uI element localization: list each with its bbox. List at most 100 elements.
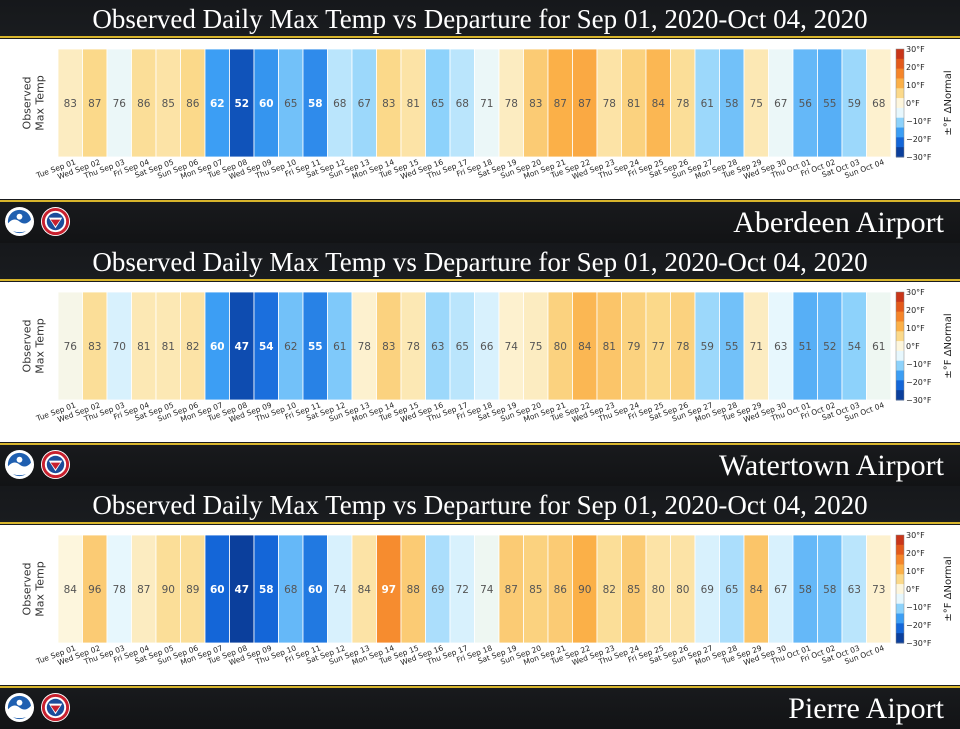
temp-cell: [743, 534, 769, 644]
colorbar-segment: [896, 147, 904, 158]
station-name: Aberdeen Airport: [733, 206, 944, 239]
temp-cell: [425, 291, 451, 401]
temperature-strip: ObservedMax Temp 76 Tue Sep 01 83 Wed Sep 02…: [0, 282, 960, 442]
temp-cell: [449, 291, 475, 401]
colorbar-segment: [896, 603, 904, 615]
colorbar-tick-label: −30°F: [906, 153, 932, 162]
colorbar-segment: [896, 623, 904, 634]
temp-cell: [57, 48, 83, 158]
colorbar-tick-label: −20°F: [906, 378, 932, 387]
temp-value-label: 96: [88, 584, 102, 596]
colorbar-tick-label: −20°F: [906, 621, 932, 630]
colorbar-tick-label: −30°F: [906, 396, 932, 405]
temp-cell: [278, 291, 304, 401]
temp-value-label: 85: [627, 584, 640, 596]
colorbar-segment: [896, 49, 904, 60]
colorbar-label: ±°F ΔNormal: [943, 313, 954, 378]
colorbar-frame: [895, 48, 905, 158]
temp-value-label: 67: [358, 98, 371, 110]
y-axis-label: ObservedMax Temp: [21, 318, 47, 374]
temp-value-label: 80: [652, 584, 665, 596]
temp-cell: [229, 291, 255, 401]
temp-cell: [327, 291, 353, 401]
temp-value-label: 72: [456, 584, 469, 596]
temp-value-label: 61: [333, 341, 346, 353]
temp-cell: [229, 48, 255, 158]
temp-cell: [792, 534, 818, 644]
temp-value-label: 89: [186, 584, 199, 596]
temp-value-label: 68: [872, 98, 885, 110]
temp-value-label: 65: [431, 98, 444, 110]
temp-value-label: 84: [358, 584, 372, 596]
temperature-strip: ObservedMax Temp 83 Tue Sep 01 87 Wed Sep 02…: [0, 39, 960, 199]
temp-value-label: 81: [627, 98, 640, 110]
temp-cell: [498, 48, 524, 158]
temp-value-label: 67: [774, 584, 787, 596]
colorbar-segment: [896, 341, 904, 352]
temp-value-label: 83: [382, 341, 395, 353]
temp-cell: [523, 48, 549, 158]
temp-value-label: 52: [234, 98, 249, 110]
temp-cell: [204, 534, 230, 644]
temp-value-label: 83: [382, 98, 395, 110]
colorbar-segment: [896, 311, 904, 322]
colorbar-segment: [896, 564, 904, 575]
colorbar-frame: [895, 534, 905, 644]
temp-cell: [376, 534, 402, 644]
temp-value-label: 75: [529, 341, 542, 353]
temp-cell: [204, 48, 230, 158]
temp-cell: [131, 534, 157, 644]
temp-cell: [57, 534, 83, 644]
temp-value-label: 62: [210, 98, 225, 110]
temp-cell: [694, 48, 720, 158]
chart-title: Observed Daily Max Temp vs Departure for…: [92, 247, 868, 277]
colorbar-segment: [896, 544, 904, 556]
temp-value-label: 90: [162, 584, 175, 596]
colorbar-tick-label: −10°F: [906, 603, 932, 612]
colorbar-tick-label: 20°F: [906, 549, 925, 558]
colorbar-segment: [896, 107, 904, 119]
noaa-logo-icon: [4, 206, 35, 237]
temp-cell: [866, 48, 892, 158]
station-name: Pierre Aiport: [788, 692, 944, 725]
temp-value-label: 75: [750, 98, 763, 110]
temp-value-label: 76: [113, 98, 127, 110]
temp-value-label: 87: [137, 584, 150, 596]
colorbar-segment: [896, 350, 904, 362]
temp-cell: [792, 48, 818, 158]
temp-value-label: 78: [113, 584, 126, 596]
temp-cell: [474, 291, 500, 401]
temp-value-label: 74: [333, 584, 347, 596]
colorbar-segment: [896, 535, 904, 546]
temp-value-label: 83: [64, 98, 77, 110]
temp-cell: [768, 534, 794, 644]
colorbar-tick-label: 0°F: [906, 99, 920, 108]
colorbar-tick-label: −30°F: [906, 639, 932, 648]
temp-value-label: 84: [578, 341, 592, 353]
temp-value-label: 58: [308, 98, 323, 110]
temp-value-label: 73: [872, 584, 885, 596]
temp-cell: [866, 291, 892, 401]
colorbar-segment: [896, 593, 904, 605]
temp-cell: [82, 291, 108, 401]
temp-cell: [817, 534, 843, 644]
temp-value-label: 47: [234, 584, 249, 596]
temp-cell: [57, 291, 83, 401]
temp-cell: [621, 291, 647, 401]
temp-cell: [596, 291, 622, 401]
colorbar-segment: [896, 613, 904, 624]
chart-title: Observed Daily Max Temp vs Departure for…: [92, 4, 868, 34]
temp-cell: [621, 534, 647, 644]
temp-value-label: 76: [64, 341, 78, 353]
temp-cell: [719, 48, 745, 158]
temp-cell: [155, 48, 181, 158]
colorbar-segment: [896, 68, 904, 79]
temp-cell: [645, 534, 671, 644]
temperature-strip: ObservedMax Temp 84 Tue Sep 01 96 Wed Sep 02…: [0, 525, 960, 685]
temp-cell: [449, 48, 475, 158]
temp-cell: [498, 291, 524, 401]
temp-value-label: 81: [603, 341, 616, 353]
colorbar-segment: [896, 584, 904, 595]
temp-value-label: 63: [848, 584, 861, 596]
colorbar-segment: [896, 127, 904, 138]
